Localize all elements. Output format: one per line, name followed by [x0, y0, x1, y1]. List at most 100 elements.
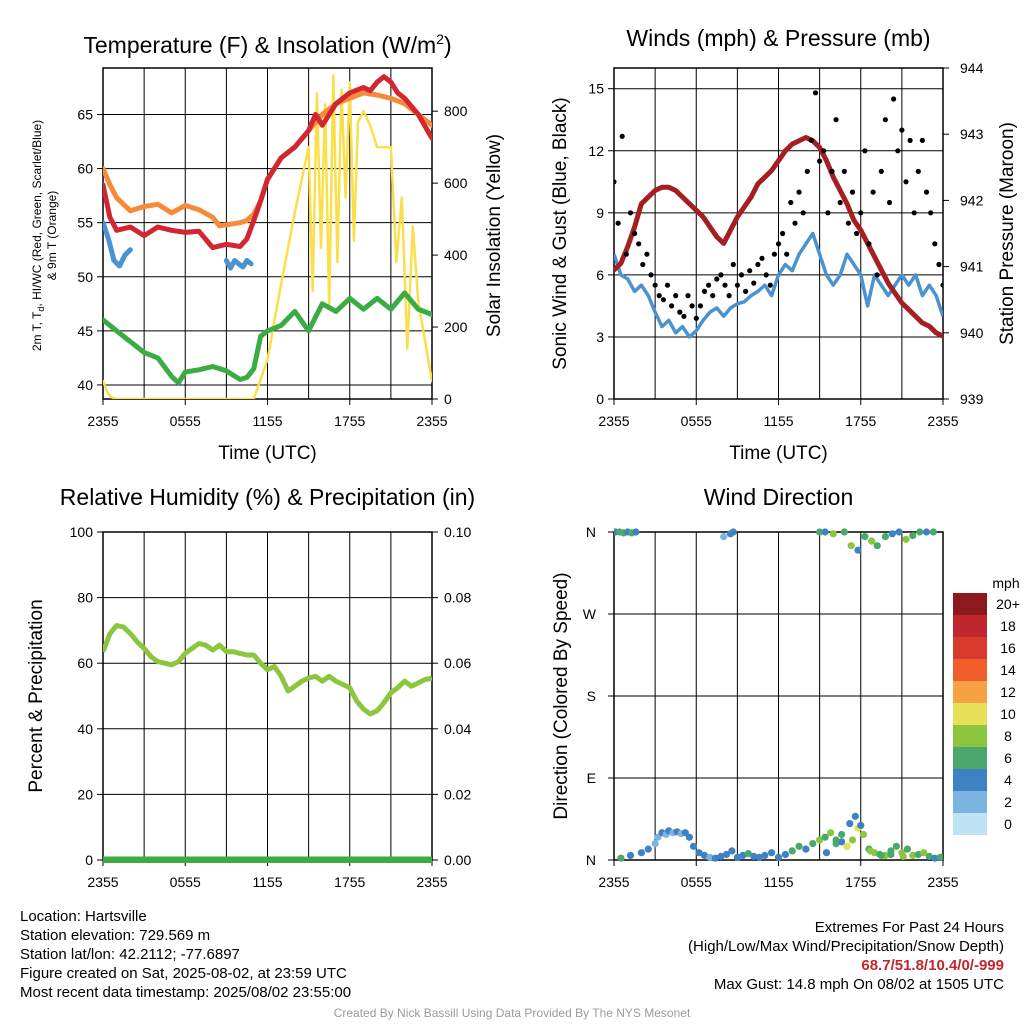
figure-created: Figure created on Sat, 2025-08-02, at 23… — [20, 965, 347, 982]
x-tick-label: 2355 — [598, 874, 629, 890]
gust-point — [858, 210, 864, 216]
gust-point — [788, 199, 794, 206]
gust-point — [775, 241, 782, 247]
gust-point — [928, 210, 934, 216]
x-tick-label: 1155 — [252, 874, 282, 890]
extremes-title: Extremes For Past 24 Hours — [814, 919, 1004, 936]
y-axis-label: Direction (Colored By Speed) — [551, 572, 572, 819]
x-tick-label: 2355 — [598, 413, 629, 429]
gust-point — [780, 230, 786, 237]
direction-point — [925, 852, 933, 861]
gust-point — [751, 280, 757, 286]
direction-point — [632, 528, 640, 536]
gust-point — [800, 210, 806, 216]
gust-point — [718, 272, 724, 278]
direction-point — [706, 853, 714, 861]
direction-point — [722, 850, 731, 859]
gust-point — [664, 282, 671, 288]
direction-point — [827, 829, 835, 837]
extremes-values: 68.7/51.8/10.4/0/-999 — [861, 957, 1004, 974]
direction-point — [829, 530, 837, 538]
series-line-wind — [614, 231, 943, 339]
colorbar-swatch — [953, 659, 987, 681]
colorbar-label: 0 — [1004, 816, 1012, 832]
direction-point — [700, 851, 709, 860]
direction-point — [840, 528, 848, 536]
direction-point — [728, 847, 736, 855]
gust-point — [734, 282, 741, 288]
colorbar-title: mph — [992, 575, 1019, 591]
direction-point — [729, 528, 737, 536]
gust-point — [845, 220, 852, 226]
direction-point — [809, 840, 817, 848]
speed-colorbar: mph 20+ 18 16 14 12 10 8 6 4 2 0 — [953, 575, 1020, 835]
chart-title: Winds (mph) & Pressure (mb) — [626, 25, 930, 51]
chart-title: Temperature (F) & Insolation (W/m2) — [83, 31, 451, 58]
direction-point — [936, 853, 943, 861]
y-tick-label: 50 — [77, 269, 93, 285]
credit-line: Created By Nick Bassill Using Data Provi… — [333, 1006, 691, 1020]
gust-point — [923, 189, 930, 195]
direction-point — [922, 528, 931, 536]
colorbar-swatch — [953, 769, 987, 791]
gust-point — [862, 148, 868, 154]
x-tick-label: 1155 — [252, 413, 282, 429]
series-line-wc — [103, 220, 133, 269]
gust-point — [706, 282, 712, 288]
direction-point — [877, 851, 885, 860]
recent-timestamp: Most recent data timestamp: 2025/08/02 2… — [20, 984, 352, 1001]
gust-point — [644, 251, 650, 257]
gust-point — [743, 288, 749, 294]
y-axis-label: Sonic Wind & Gust (Blue, Black) — [550, 97, 571, 369]
y-tick-label: 15 — [588, 81, 604, 97]
y-tick-label: 40 — [77, 721, 93, 737]
direction-point — [816, 836, 824, 844]
direction-point — [720, 533, 728, 541]
direction-point — [802, 845, 810, 853]
direction-point — [651, 840, 659, 848]
x-tick-label: 0555 — [681, 413, 712, 429]
colorbar-swatch — [953, 615, 987, 637]
y-tick-label: 9 — [596, 205, 604, 221]
y2-tick-label: 940 — [960, 325, 984, 341]
x-tick-label: 0555 — [170, 413, 201, 429]
panel-1: 2355 0555 1155 1755 2355 40 45 50 55 60 65 0 200 400 6… — [30, 31, 505, 464]
direction-point — [887, 850, 895, 859]
station-info: Location: Hartsville Station elevation: … — [20, 907, 351, 1002]
gust-point — [673, 293, 679, 299]
direction-point — [847, 542, 855, 550]
y2-tick-label: 0.00 — [444, 852, 471, 868]
gust-point — [656, 293, 662, 299]
gust-point — [627, 210, 634, 216]
gust-point — [701, 288, 708, 294]
y-tick-label: 20 — [77, 786, 93, 802]
station-elevation: Station elevation: 729.569 m — [20, 927, 211, 944]
gust-point — [932, 241, 938, 247]
x-tick-label: 1755 — [334, 874, 365, 890]
gust-point — [771, 251, 778, 257]
gust-point — [804, 168, 810, 174]
y-tick-label: 45 — [77, 323, 93, 339]
extremes-panel: Extremes For Past 24 Hours (High/Low/Max… — [688, 918, 1004, 994]
gust-point — [623, 251, 629, 257]
y-tick-label: 60 — [77, 655, 93, 671]
direction-point — [868, 537, 876, 545]
gust-point — [821, 148, 827, 154]
y-tick-label: 12 — [588, 143, 604, 159]
gust-point — [640, 261, 646, 268]
x-tick-label: 1155 — [763, 874, 793, 890]
y2-tick-label: 0.06 — [444, 655, 471, 671]
colorbar-label: 16 — [1000, 640, 1016, 656]
direction-point — [689, 842, 698, 850]
direction-point — [838, 830, 846, 839]
direction-point — [903, 845, 912, 853]
y2-tick-label: 0.02 — [444, 786, 471, 802]
direction-point — [866, 847, 874, 855]
y-tick-label: N — [586, 852, 596, 868]
y-tick-label: E — [587, 770, 596, 786]
y-tick-label: 40 — [77, 377, 93, 393]
gust-point — [911, 210, 917, 216]
colorbar-swatch — [953, 747, 987, 769]
gust-point — [936, 261, 942, 268]
colorbar-swatch — [953, 681, 987, 703]
